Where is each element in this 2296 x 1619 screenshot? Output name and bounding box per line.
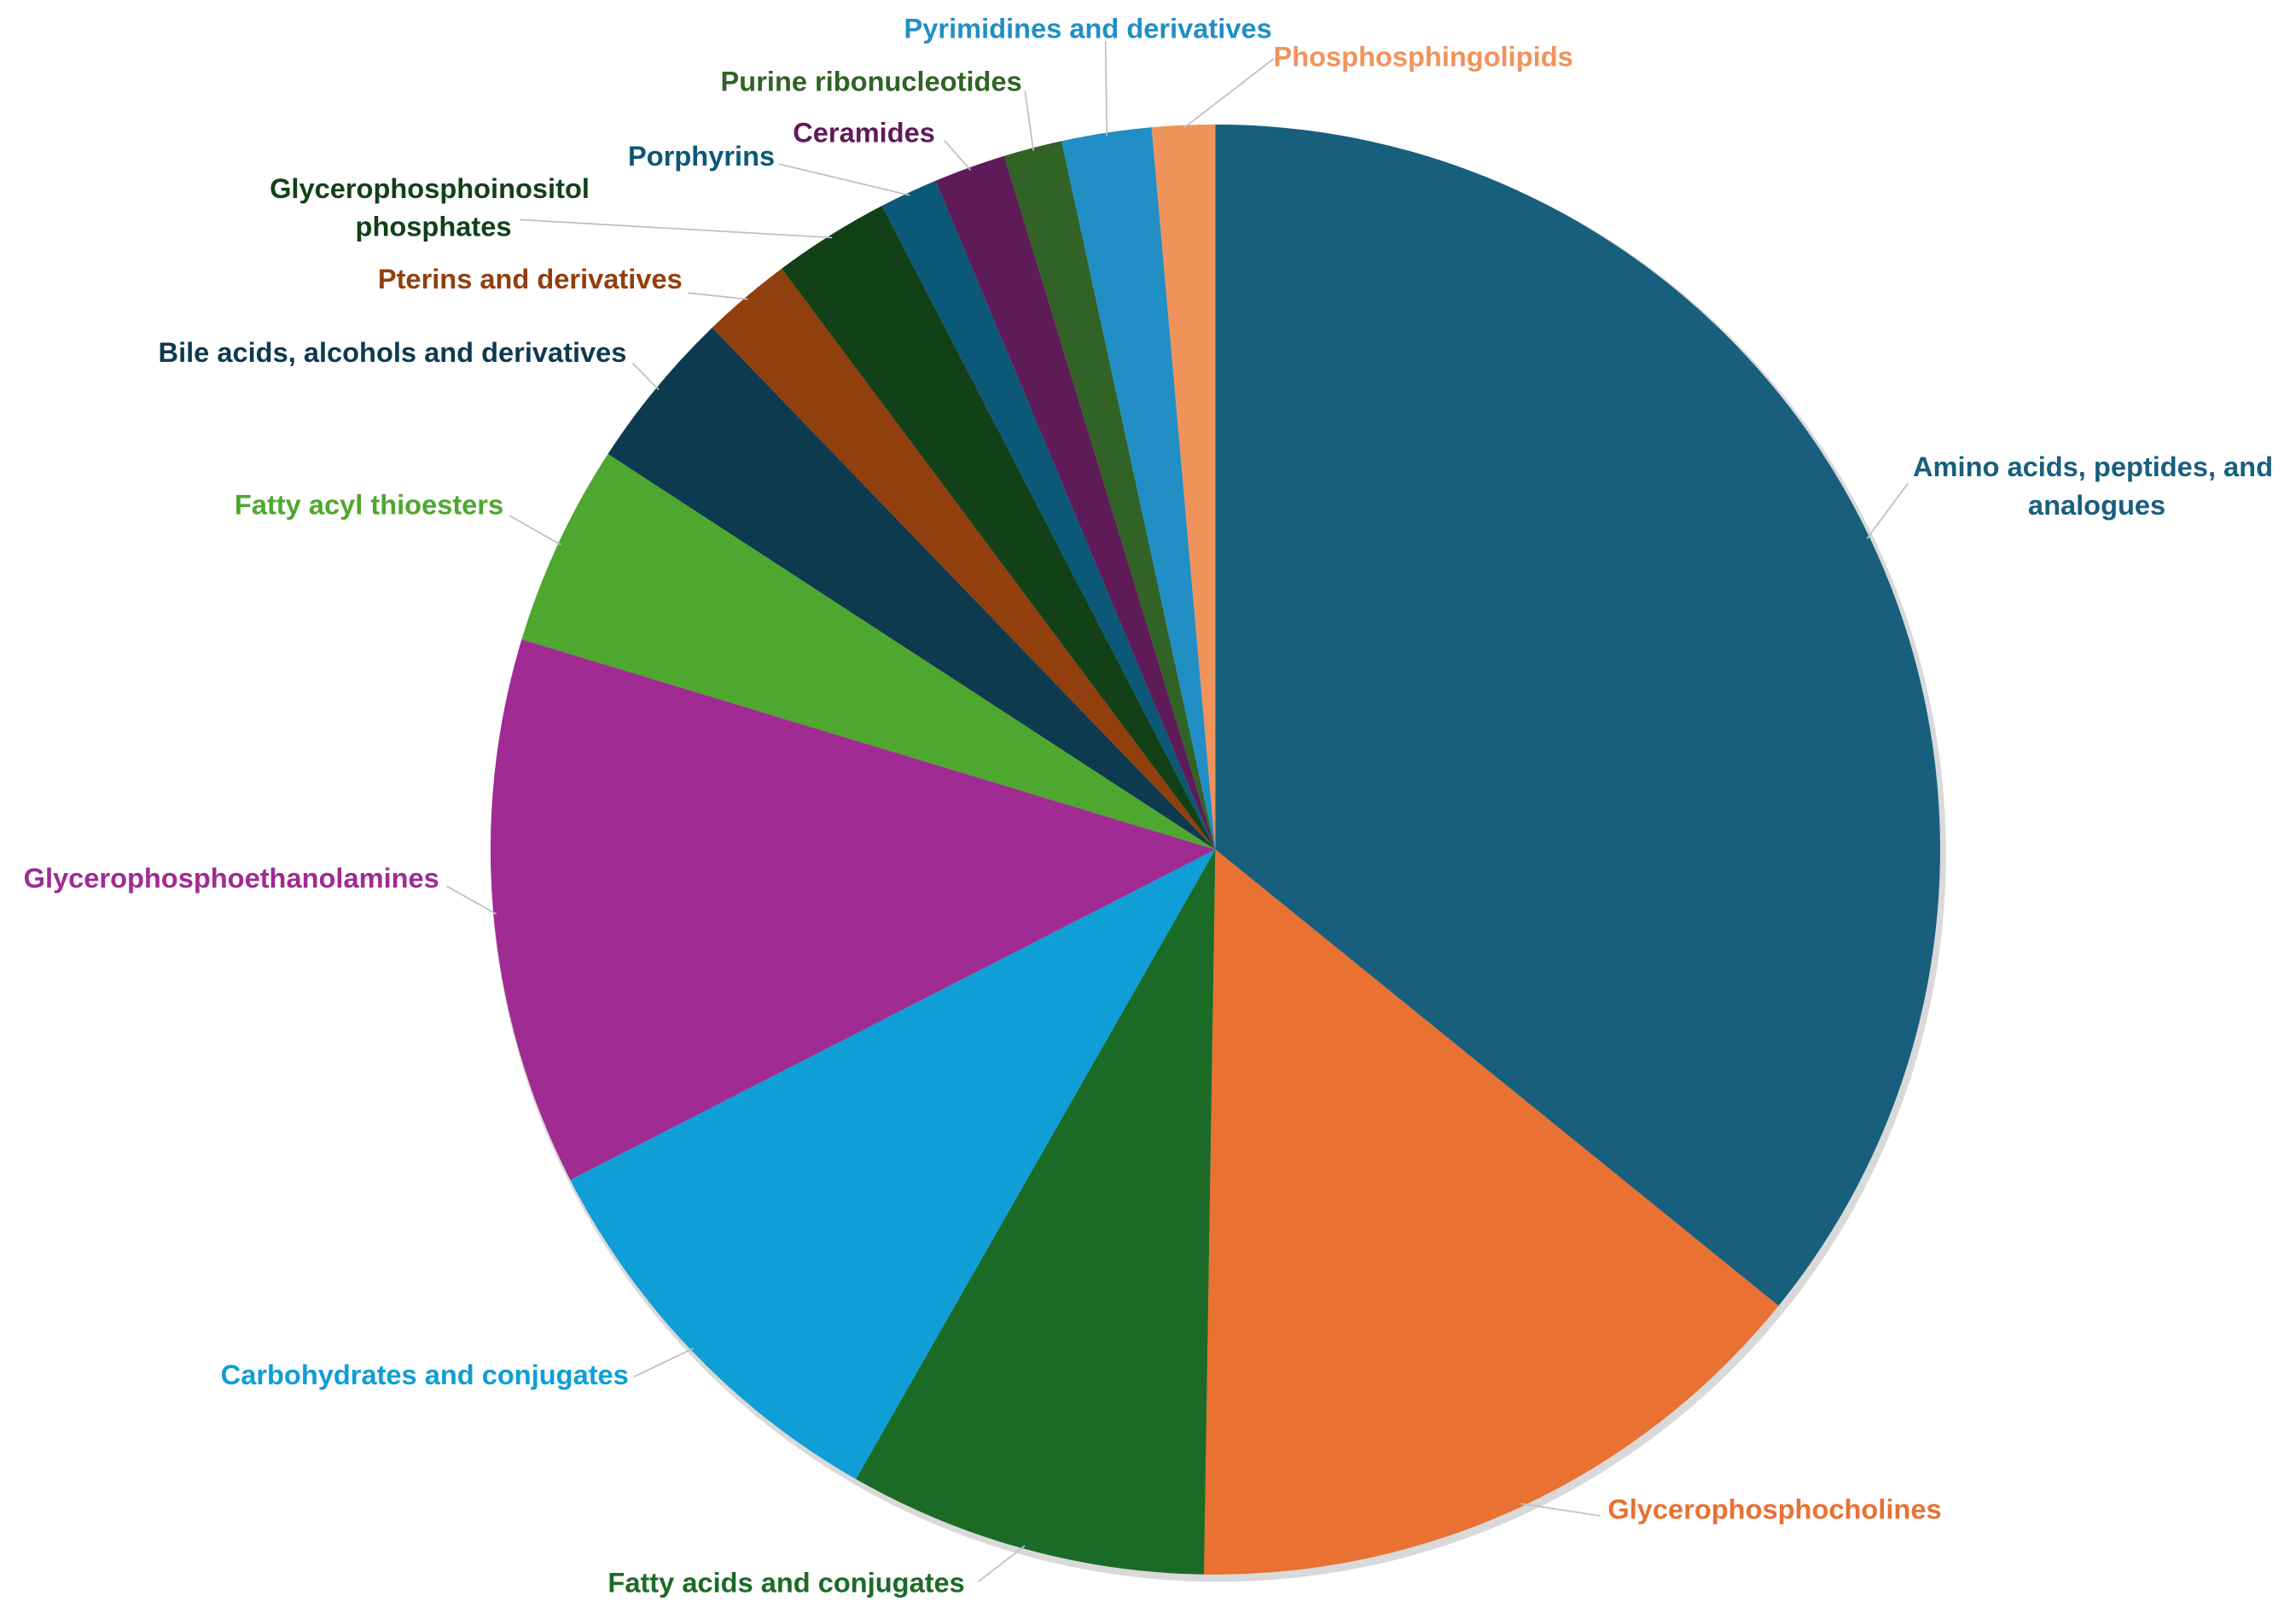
pie-slice bbox=[712, 268, 1216, 850]
slice-label: Pyrimidines and derivatives bbox=[904, 13, 1272, 44]
pie-slice bbox=[1204, 849, 1779, 1575]
pie-slice bbox=[490, 639, 1216, 1180]
leader-line bbox=[778, 163, 910, 196]
pie-slice bbox=[1061, 127, 1216, 850]
slice-label: Porphyrins bbox=[628, 140, 775, 172]
slice-label: Glycerophosphocholines bbox=[1607, 1494, 1941, 1525]
slice-label: Amino acids, peptides, and analogues bbox=[1913, 451, 2281, 521]
leader-line bbox=[1866, 482, 1909, 539]
pie-slice bbox=[1003, 141, 1216, 850]
leader-lines bbox=[446, 41, 1909, 1583]
labels: Amino acids, peptides, and analogues Glyc… bbox=[24, 13, 2281, 1599]
slice-label: Bile acids, alcohols and derivatives bbox=[159, 336, 627, 368]
leader-line bbox=[1520, 1503, 1601, 1517]
pie bbox=[490, 124, 1940, 1575]
slice-label: Purine ribonucleotides bbox=[721, 65, 1022, 96]
leader-line bbox=[977, 1545, 1026, 1583]
leader-line bbox=[944, 140, 972, 171]
leader-line bbox=[509, 515, 561, 546]
slice-label: Fatty acyl thioesters bbox=[235, 488, 503, 520]
slice-label: Glycerophosphoethanolamines bbox=[24, 862, 439, 894]
leader-line bbox=[1024, 90, 1035, 151]
pie-slice bbox=[1215, 124, 1940, 1307]
pie-slice bbox=[935, 155, 1216, 850]
leader-line bbox=[520, 218, 833, 239]
pie-slice bbox=[607, 327, 1216, 850]
leader-line bbox=[1183, 57, 1275, 129]
slice-label: Ceramides bbox=[793, 116, 935, 148]
pie-slice bbox=[881, 180, 1216, 850]
leader-line bbox=[446, 885, 497, 915]
leader-line bbox=[631, 362, 660, 391]
slice-label: Fatty acids and conjugates bbox=[607, 1566, 964, 1598]
leader-line bbox=[1104, 41, 1108, 136]
slice-label: Phosphosphingolipids bbox=[1273, 40, 1572, 72]
pie-slice bbox=[570, 849, 1216, 1480]
pie-slice bbox=[521, 453, 1216, 850]
pie-slice bbox=[782, 206, 1216, 850]
slice-label: Carbohydrates and conjugates bbox=[221, 1359, 629, 1390]
slice-label: Glycerophosphoinositol phosphates bbox=[270, 172, 597, 242]
leader-line bbox=[688, 292, 748, 300]
pie-slice bbox=[856, 849, 1216, 1575]
pie-slice bbox=[1151, 124, 1216, 850]
leader-line bbox=[633, 1348, 695, 1377]
slice-label: Pterins and derivatives bbox=[378, 263, 683, 294]
